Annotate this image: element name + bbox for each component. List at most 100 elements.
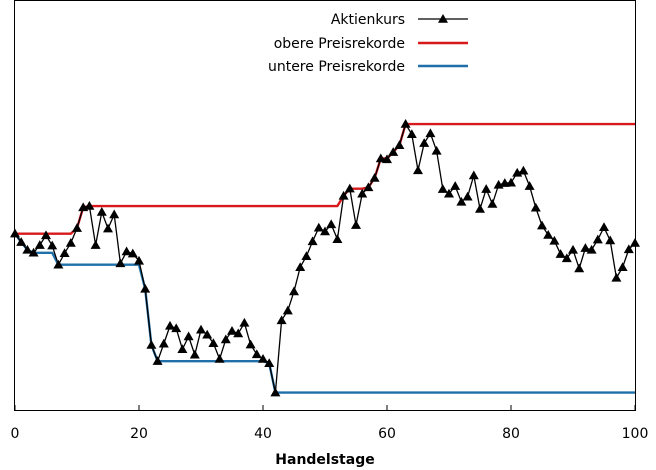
data-point (270, 387, 281, 397)
data-point (406, 129, 417, 139)
series-1 (15, 122, 635, 235)
x-tick-label: 40 (254, 426, 272, 442)
data-point (357, 188, 368, 198)
data-point (326, 219, 337, 229)
plot-area-frame (14, 0, 636, 411)
series-0 (10, 119, 640, 397)
data-point (121, 246, 132, 256)
data-point (431, 145, 442, 155)
data-point (375, 153, 386, 163)
data-point (127, 248, 138, 258)
legend-label: untere Preisrekorde (268, 59, 405, 75)
data-point (72, 223, 82, 232)
data-point (332, 234, 343, 243)
data-point (425, 128, 436, 138)
data-point (394, 140, 405, 150)
data-point (189, 349, 200, 359)
series-layer (10, 119, 640, 397)
data-point (239, 317, 250, 327)
legend-label: obere Preisrekorde (274, 36, 405, 52)
data-point (16, 237, 27, 246)
data-point (53, 259, 64, 269)
data-point (487, 198, 498, 208)
data-point (28, 247, 39, 257)
data-point (90, 240, 101, 249)
data-point (47, 240, 58, 250)
data-point (41, 230, 51, 240)
data-point (605, 235, 616, 245)
x-tick-label: 60 (378, 426, 396, 442)
data-point (549, 235, 560, 245)
data-point (518, 165, 529, 175)
data-point (177, 344, 188, 353)
data-point (96, 207, 107, 216)
data-point (208, 338, 219, 348)
data-point (276, 315, 287, 325)
data-point (369, 173, 380, 182)
data-point (183, 331, 194, 341)
data-point (245, 339, 256, 349)
data-point (338, 190, 349, 200)
data-point (196, 324, 206, 334)
data-point (59, 248, 70, 257)
legend-entry: untere Preisrekorde (268, 59, 468, 75)
data-point (220, 334, 231, 344)
data-point (555, 249, 566, 258)
data-point (146, 339, 157, 349)
data-point (152, 356, 163, 365)
data-point (289, 286, 299, 296)
data-point (623, 244, 634, 254)
data-point (580, 243, 591, 252)
data-point (351, 220, 361, 229)
data-point (165, 320, 175, 330)
data-point (115, 258, 126, 268)
data-point (400, 119, 411, 128)
data-point (363, 182, 374, 192)
data-point (258, 354, 268, 363)
data-point (419, 138, 430, 147)
data-point (382, 154, 392, 164)
data-point (10, 228, 20, 238)
data-point (537, 220, 547, 230)
legend-entry: Aktienkurs (331, 12, 468, 28)
x-tick-label: 100 (622, 426, 649, 442)
data-point (530, 202, 541, 212)
data-point (103, 223, 113, 233)
data-point (134, 255, 144, 265)
legend-label: Aktienkurs (331, 12, 405, 28)
data-point (592, 234, 603, 244)
data-point (214, 354, 225, 363)
data-point (611, 272, 622, 282)
data-point (295, 262, 306, 271)
data-point (140, 283, 151, 293)
data-point (301, 251, 312, 260)
data-point (313, 222, 324, 232)
x-tick-label: 0 (11, 426, 20, 442)
data-point (22, 244, 33, 254)
data-point (65, 238, 76, 247)
data-point (468, 170, 479, 180)
legend: Aktienkurs obere Preisrekorde untere Preis… (268, 12, 468, 75)
data-point (481, 184, 492, 193)
data-point (251, 349, 262, 359)
data-point (568, 244, 578, 254)
data-point (586, 244, 597, 254)
legend-entry: obere Preisrekorde (274, 36, 468, 52)
data-point (320, 226, 330, 236)
data-point (599, 222, 609, 232)
x-axis: 0 20 40 60 80 100 (11, 405, 649, 442)
series-2 (14, 232, 635, 394)
data-point (227, 325, 237, 335)
series-line (14, 123, 636, 394)
data-point (456, 196, 467, 206)
x-tick-label: 80 (502, 426, 520, 442)
data-point (561, 253, 572, 263)
data-point (617, 262, 628, 271)
data-point (264, 358, 275, 368)
data-point (34, 240, 45, 249)
data-point (109, 209, 120, 219)
data-point (524, 181, 535, 190)
x-tick-label: 20 (130, 426, 148, 442)
data-point (84, 201, 95, 210)
